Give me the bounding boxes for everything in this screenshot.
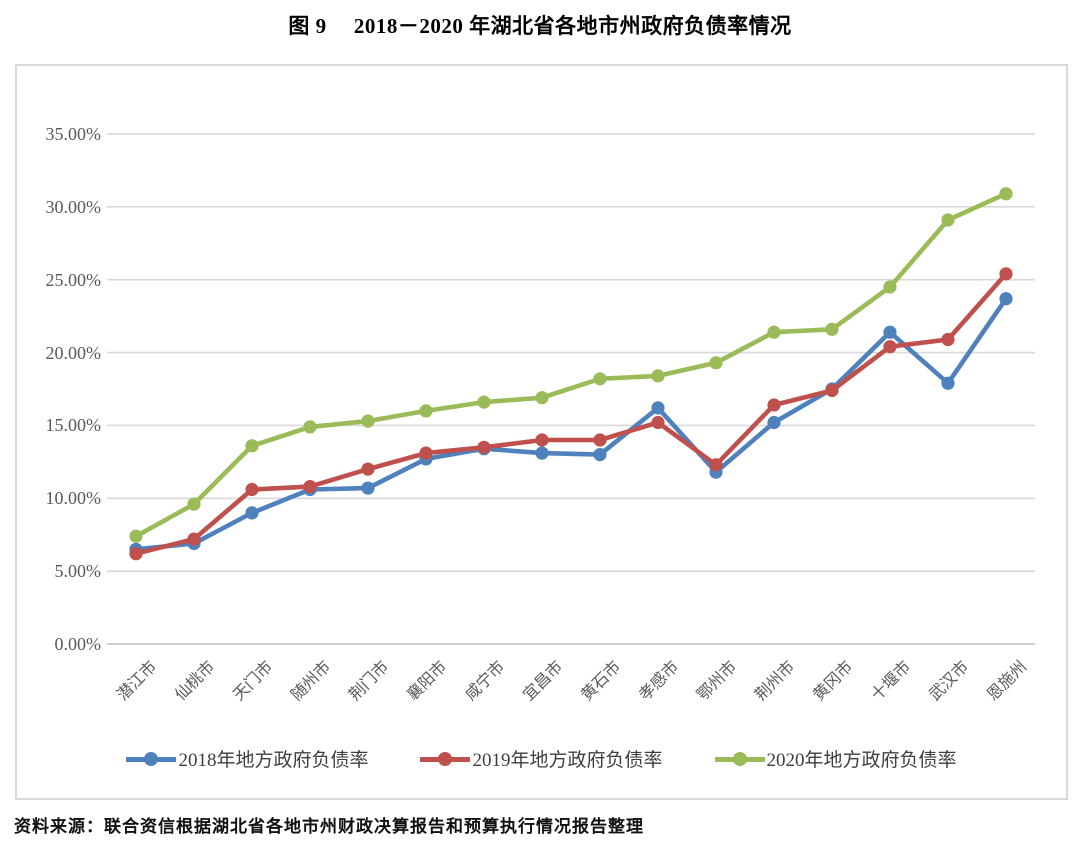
data-point (883, 340, 897, 354)
y-axis-tick-label: 15.00% (45, 415, 102, 436)
series-line-0 (133, 296, 1009, 552)
data-point (593, 448, 607, 462)
legend-label: 2019年地方政府负债率 (472, 750, 663, 771)
y-axis-tick-label: 20.00% (45, 342, 102, 363)
legend-marker-dot (144, 751, 159, 766)
data-point (361, 462, 375, 476)
data-point (535, 446, 549, 460)
data-point (709, 356, 723, 370)
plot-svg (107, 133, 1035, 645)
data-point (245, 482, 259, 497)
data-point (361, 414, 375, 428)
data-point (477, 395, 491, 409)
data-point (883, 280, 897, 294)
data-point (999, 292, 1013, 306)
data-point (999, 267, 1013, 281)
data-point (767, 415, 781, 430)
data-point (651, 401, 665, 415)
legend-marker-icon (420, 751, 471, 766)
data-point (883, 325, 897, 339)
data-point (245, 439, 259, 453)
data-point (303, 480, 317, 494)
data-point (767, 398, 781, 412)
data-point (651, 369, 665, 383)
legend-marker-icon (714, 751, 765, 766)
data-point (941, 376, 955, 390)
source-note: 资料来源：联合资信根据湖北省各地市州财政决算报告和预算执行情况报告整理 (14, 817, 644, 836)
legend-marker-dot (732, 751, 747, 766)
legend-item: 2018年地方政府负债率 (126, 745, 368, 772)
data-point (941, 332, 955, 347)
legend-item: 2019年地方政府负债率 (420, 745, 663, 772)
y-axis-tick-label: 30.00% (45, 196, 102, 217)
data-point (709, 458, 723, 472)
data-point (593, 433, 607, 447)
data-point (303, 420, 317, 434)
data-point (129, 547, 143, 561)
legend-item: 2020年地方政府负债率 (714, 745, 957, 772)
y-axis-tick-label: 0.00% (54, 634, 102, 654)
data-point (825, 383, 839, 398)
chart-legend: 2018年地方政府负债率 2019年地方政府负债率 2020年地方政府负债率 (17, 745, 1066, 772)
data-point (419, 446, 433, 460)
data-point (825, 322, 839, 336)
data-point (941, 213, 955, 227)
y-axis-tick-label: 10.00% (45, 488, 102, 509)
data-point (477, 440, 491, 454)
legend-label: 2018年地方政府负债率 (178, 750, 369, 771)
data-point (361, 481, 375, 495)
y-axis-tick-label: 25.00% (45, 269, 102, 290)
chart-area: 0.00% 5.00% 10.00% 15.00% 20.00% 25.00% 30.00%… (15, 64, 1068, 800)
data-point (535, 433, 549, 447)
y-axis-tick-label: 35.00% (45, 124, 102, 144)
legend-label: 2020年地方政府负债率 (766, 750, 957, 771)
y-axis-tick-label: 5.00% (54, 561, 102, 582)
series-line-1 (133, 271, 1009, 557)
data-point (129, 529, 143, 543)
data-point (593, 372, 607, 386)
data-point (245, 506, 259, 520)
series-line-2 (133, 191, 1009, 539)
data-point (187, 532, 201, 546)
data-point (767, 325, 781, 339)
data-point (651, 415, 665, 430)
legend-marker-dot (438, 751, 453, 766)
data-point (535, 391, 549, 405)
legend-marker-icon (126, 751, 177, 766)
data-point (419, 404, 433, 418)
data-point (187, 497, 201, 511)
figure-title: 图 9 2018－2020 年湖北省各地市州政府负债率情况 (288, 14, 792, 38)
data-point (999, 187, 1013, 201)
